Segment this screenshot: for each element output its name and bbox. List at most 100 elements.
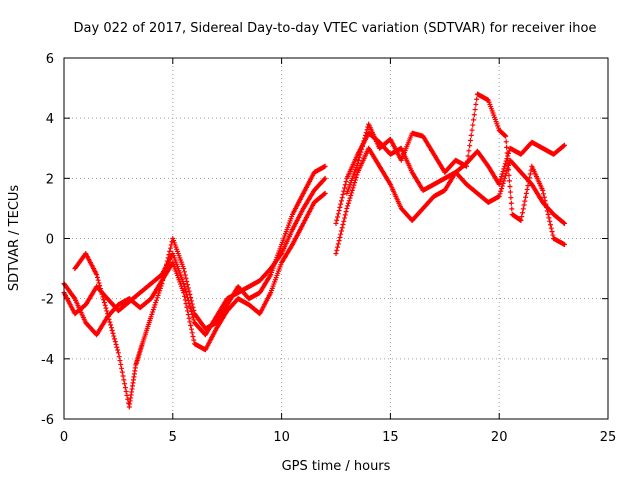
data-point-interp: [97, 283, 103, 289]
data-point-interp: [357, 152, 363, 158]
data-point-interp: [522, 198, 528, 204]
data-point-interp: [499, 171, 505, 177]
data-point-interp: [191, 317, 197, 323]
data-point-interp: [345, 200, 351, 206]
data-point-interp: [108, 325, 114, 331]
data-point-interp: [506, 178, 512, 184]
x-tick-label: 10: [273, 430, 290, 445]
data-point-interp: [190, 304, 196, 310]
data-point-interp: [504, 144, 510, 150]
data-point-interp: [500, 180, 506, 186]
data-point-interp: [338, 231, 344, 237]
data-point-interp: [464, 158, 470, 164]
data-point-interp: [343, 179, 349, 185]
data-point-interp: [541, 194, 547, 200]
data-point-interp: [107, 319, 113, 325]
data-point-interp: [337, 204, 343, 210]
data-point-interp: [520, 206, 526, 212]
data-point: [322, 163, 328, 169]
data-point: [496, 181, 502, 187]
data-point-interp: [505, 156, 511, 162]
data-point-interp: [154, 295, 160, 301]
data-point-interp: [465, 153, 471, 159]
data-point-interp: [187, 291, 193, 297]
data-point-interp: [342, 212, 348, 218]
data-point: [561, 220, 567, 226]
data-point-interp: [502, 163, 508, 169]
data-point-interp: [163, 265, 169, 271]
data-point-interp: [508, 200, 514, 206]
data-point-interp: [339, 225, 345, 231]
x-axis-label: GPS time / hours: [282, 459, 391, 474]
y-tick-label: 6: [46, 52, 54, 67]
data-point-interp: [471, 112, 477, 118]
data-point-interp: [122, 381, 128, 387]
data-point-interp: [547, 222, 553, 228]
data-point-interp: [356, 157, 362, 163]
data-point-interp: [153, 300, 159, 306]
y-tick-labels: -6 -4 -2 0 2 4 6: [41, 52, 54, 428]
data-point: [464, 163, 470, 169]
data-point-interp: [525, 183, 531, 189]
data-point-interp: [546, 215, 552, 221]
data-point-interp: [188, 323, 194, 329]
data-point: [540, 187, 546, 193]
data-point-interp: [185, 312, 191, 318]
data-point-interp: [164, 261, 170, 267]
data-point-interp: [361, 138, 367, 144]
data-point-interp: [104, 308, 110, 314]
x-tick-labels: 0 5 10 15 20 25: [60, 430, 616, 445]
data-point-interp: [164, 258, 170, 264]
data-point-interp: [561, 143, 567, 149]
data-point-interp: [506, 167, 512, 173]
data-point-interp: [341, 218, 347, 224]
data-point-interp: [149, 311, 155, 317]
data-point-interp: [101, 300, 107, 306]
data-point-interp: [503, 139, 509, 145]
data-point-interp: [521, 202, 527, 208]
data-point-interp: [472, 107, 478, 113]
data-point: [561, 142, 567, 148]
data-point-interp: [338, 198, 344, 204]
data-point-interp: [334, 217, 340, 223]
data-point-interp: [161, 271, 167, 277]
data-point-interp: [359, 146, 365, 152]
data-point-interp: [342, 185, 348, 191]
data-point-interp: [335, 214, 341, 220]
data-point-interp: [498, 188, 504, 194]
data-point-interp: [157, 288, 163, 294]
data-point-interp: [157, 285, 163, 291]
data-point: [94, 272, 100, 278]
data-point-interp: [94, 274, 100, 280]
data-point: [159, 281, 165, 287]
data-point-interp: [160, 277, 166, 283]
data-point-interp: [338, 228, 344, 234]
data-point-interp: [561, 220, 567, 226]
data-point-interp: [340, 222, 346, 228]
series-track-2: [61, 190, 328, 353]
data-point-interp: [467, 143, 473, 149]
data-point-interp: [526, 179, 532, 185]
data-point-interp: [342, 215, 348, 221]
data-point-interp: [358, 149, 364, 155]
data-point: [333, 251, 339, 257]
data-point-interp: [182, 297, 188, 303]
data-point-interp: [543, 201, 549, 207]
series-track-1: [61, 175, 328, 338]
x-tick-label: 0: [60, 430, 68, 445]
data-point-interp: [190, 333, 196, 339]
data-point-interp: [150, 307, 156, 313]
data-point-interp: [103, 305, 109, 311]
data-point-interp: [524, 187, 530, 193]
data-point-interp: [343, 209, 349, 215]
data-point-interp: [98, 286, 104, 292]
data-point-interp: [508, 195, 514, 201]
data-point-interp: [338, 201, 344, 207]
data-point-interp: [165, 255, 171, 261]
data-point: [322, 175, 328, 181]
data-point-interp: [349, 187, 355, 193]
data-point-interp: [156, 290, 162, 296]
data-point-interp: [183, 289, 189, 295]
data-point-interp: [499, 183, 505, 189]
